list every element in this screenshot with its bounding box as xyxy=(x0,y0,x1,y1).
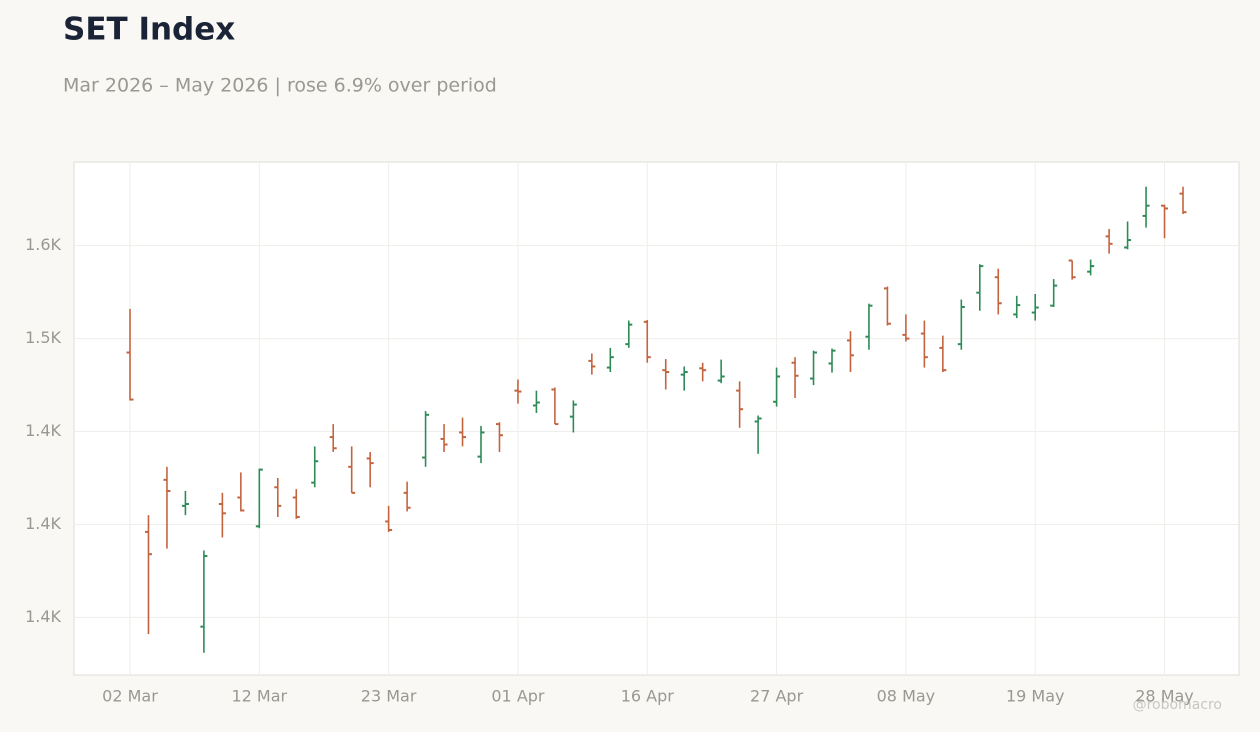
chart-subtitle: Mar 2026 – May 2026 | rose 6.9% over per… xyxy=(63,75,497,97)
chart-title: SET Index xyxy=(63,12,235,48)
y-tick-label: 1.6K xyxy=(25,235,61,254)
watermark: @robomacro xyxy=(1133,697,1222,713)
plot-area xyxy=(73,161,1240,676)
x-tick-label: 28 May xyxy=(1135,687,1194,706)
y-tick-label: 1.4K xyxy=(25,607,61,626)
x-tick-label: 02 Mar xyxy=(102,687,158,706)
x-tick-label: 12 Mar xyxy=(231,687,287,706)
x-tick-label: 27 Apr xyxy=(750,687,804,706)
x-tick-label: 16 Apr xyxy=(621,687,675,706)
x-tick-label: 08 May xyxy=(877,687,936,706)
y-tick-label: 1.4K xyxy=(25,421,61,440)
y-tick-label: 1.5K xyxy=(25,328,61,347)
x-tick-label: 19 May xyxy=(1006,687,1065,706)
y-tick-label: 1.4K xyxy=(25,514,61,533)
x-tick-label: 23 Mar xyxy=(361,687,417,706)
x-tick-label: 01 Apr xyxy=(491,687,545,706)
